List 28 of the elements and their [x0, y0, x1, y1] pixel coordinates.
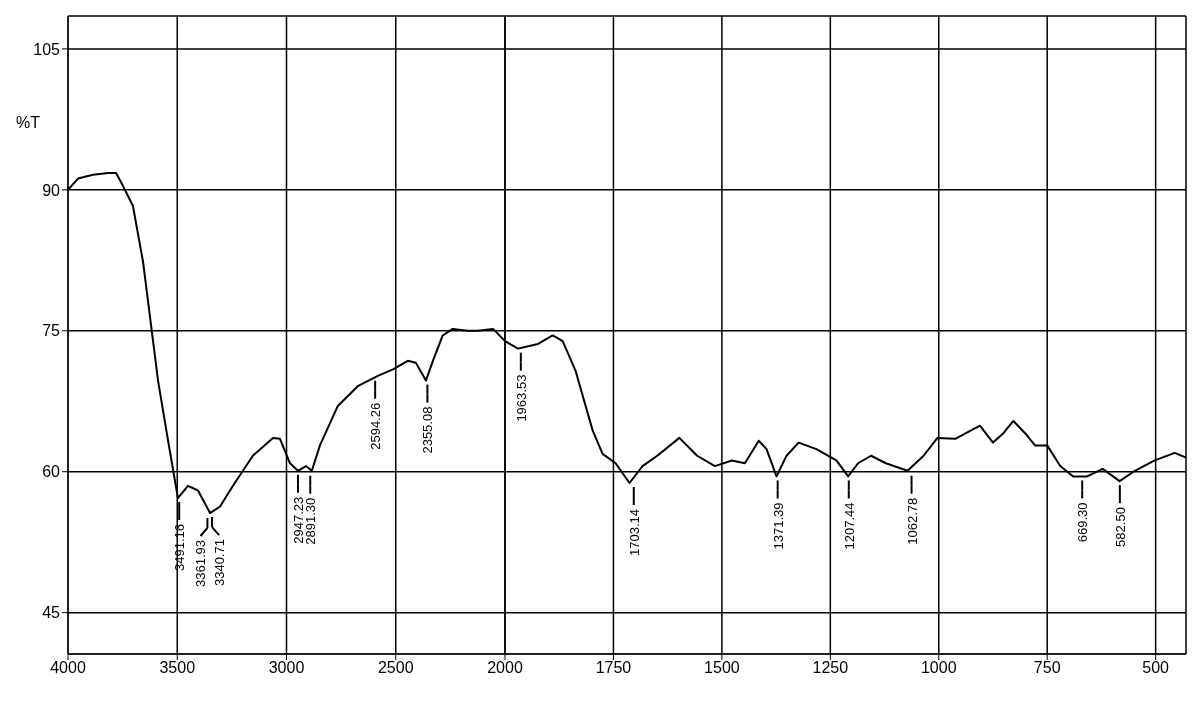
annotation: 2355.08	[420, 406, 436, 454]
annotation: 3361.93	[193, 540, 209, 587]
y-tick-label: 90	[42, 181, 61, 199]
annotation: 1703.14	[626, 508, 642, 556]
x-tick-label: 2500	[377, 659, 414, 677]
annotation: 1371.39	[770, 502, 786, 550]
y-tick-label: 75	[42, 322, 61, 340]
annotation: 582.50	[1112, 507, 1128, 547]
x-tick-label: 1500	[704, 659, 740, 677]
annotation: 3340.71	[212, 539, 228, 587]
x-tick-label: 1250	[812, 659, 849, 677]
annotation: 1062.78	[904, 497, 920, 545]
x-tick-label: 2000	[487, 659, 523, 677]
annotation: 669.30	[1075, 502, 1091, 543]
x-tick-label: 3000	[268, 659, 305, 677]
annotation: 1207.44	[841, 502, 857, 550]
annotation: 1963.53	[513, 374, 529, 422]
x-tick-label: 750	[1033, 659, 1061, 677]
y-tick-label: 45	[42, 604, 61, 622]
x-tick-label: 4000	[50, 659, 86, 677]
x-tick-label: 1000	[920, 659, 957, 677]
x-tick-label: 500	[1142, 659, 1170, 677]
x-tick-label: 1750	[595, 659, 632, 677]
annotation: 2594.26	[368, 402, 384, 450]
y-axis-title: %T	[16, 114, 41, 131]
y-tick-label: 60	[42, 463, 61, 481]
y-tick-label: 105	[33, 40, 61, 58]
x-tick-label: 3500	[159, 659, 196, 677]
